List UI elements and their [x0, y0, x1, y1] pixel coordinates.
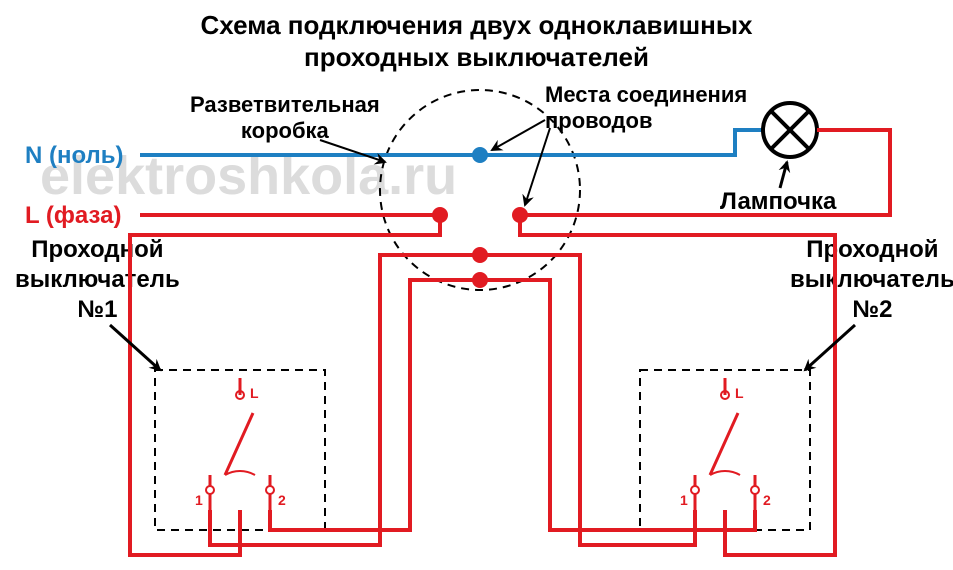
joint-neutral [472, 147, 488, 163]
arrow-switch1 [110, 325, 160, 370]
joint-live-right [512, 207, 528, 223]
live-wire-lamp-return [520, 130, 890, 215]
diagram-canvas: elektroshkola.ru Схема подключения двух … [0, 0, 953, 570]
sw1-terminal-1: 1 [195, 492, 203, 508]
wiring-diagram-svg: L 1 2 L 1 2 [0, 0, 953, 570]
arrow-junction-box [320, 140, 385, 162]
joint-traveler-2 [472, 272, 488, 288]
wire-lamp-to-sw2-L [520, 215, 835, 555]
arrow-joints-1 [492, 120, 545, 150]
switch1-internal [206, 391, 274, 510]
sw2-terminal-L: L [735, 385, 744, 401]
lamp-icon [763, 103, 817, 157]
arrow-joints-2 [525, 128, 550, 205]
sw1-terminal-2: 2 [278, 492, 286, 508]
neutral-wire [140, 130, 763, 155]
sw2-terminal-2: 2 [763, 492, 771, 508]
arrow-lamp [780, 162, 787, 188]
arrow-switch2 [805, 325, 855, 370]
sw1-terminal-L: L [250, 385, 259, 401]
joint-live-left [432, 207, 448, 223]
switch2-internal [691, 391, 759, 510]
joint-traveler-1 [472, 247, 488, 263]
sw2-terminal-1: 1 [680, 492, 688, 508]
